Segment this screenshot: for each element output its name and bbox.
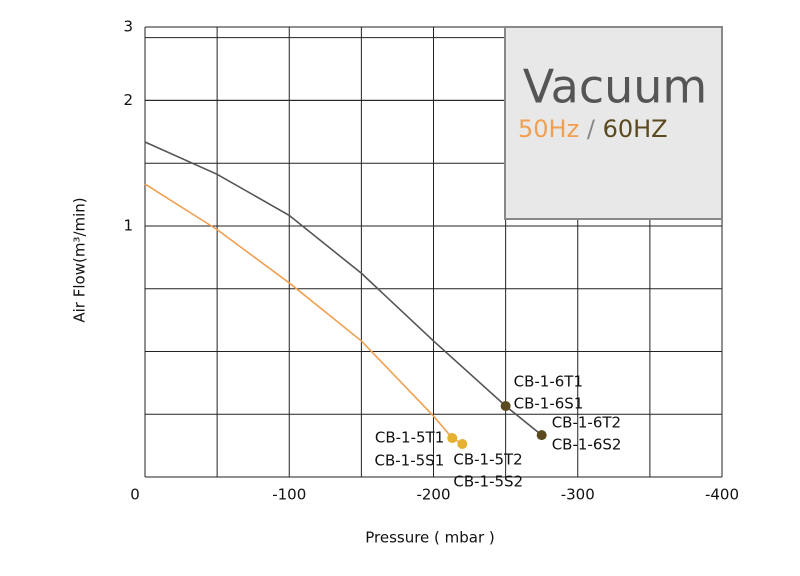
point-label: CB-1-5T1 [375, 429, 444, 447]
x-tick-label: -200 [416, 486, 450, 504]
point-label: CB-1-5T2 [453, 450, 522, 468]
legend-box [504, 26, 723, 220]
legend-title: Vacuum [523, 60, 708, 114]
line [144, 183, 463, 445]
legend-entry: 50Hz [518, 115, 579, 143]
marker [447, 433, 458, 444]
y-tick-label: 2 [123, 91, 133, 109]
x-tick-label: -400 [705, 486, 739, 504]
point-label: CB-1-6S2 [552, 436, 622, 454]
x-tick-label: 0 [130, 486, 140, 504]
marker [536, 430, 547, 441]
point-label: CB-1-6T2 [552, 414, 621, 432]
point-label: CB-1-5S1 [375, 452, 445, 470]
legend-entry: 60HZ [603, 115, 668, 143]
marker [457, 438, 468, 449]
x-tick-label: -300 [561, 486, 595, 504]
x-axis-label: Pressure ( mbar ) [365, 529, 495, 547]
legend-entry: / [587, 115, 596, 143]
y-axis-label: Air Flow(m³/min) [71, 197, 89, 322]
y-tick-label: 1 [123, 216, 133, 234]
marker [500, 401, 511, 412]
point-label: CB-1-6T1 [514, 373, 583, 391]
x-tick-label: -100 [272, 486, 306, 504]
y-tick-label: 3 [123, 18, 133, 36]
point-label: CB-1-5S2 [453, 472, 523, 490]
legend: 50Hz / 60HZ [518, 115, 668, 143]
point-label: CB-1-6S1 [514, 395, 584, 413]
